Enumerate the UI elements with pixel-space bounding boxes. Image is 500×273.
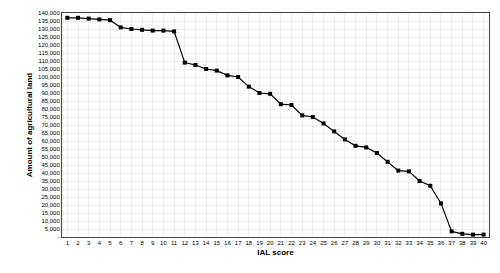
svg-text:8: 8 [140, 240, 144, 246]
svg-text:3: 3 [87, 240, 91, 246]
svg-text:20,000: 20,000 [41, 202, 60, 208]
svg-text:37: 37 [448, 240, 455, 246]
svg-text:7: 7 [130, 240, 134, 246]
svg-text:9: 9 [151, 240, 155, 246]
svg-text:2: 2 [76, 240, 80, 246]
svg-text:60,000: 60,000 [41, 138, 60, 144]
svg-text:15,000: 15,000 [41, 210, 60, 216]
svg-text:33: 33 [406, 240, 413, 246]
svg-text:-: - [58, 234, 60, 240]
svg-text:21: 21 [277, 240, 284, 246]
svg-text:10,000: 10,000 [41, 218, 60, 224]
svg-text:13: 13 [192, 240, 199, 246]
svg-text:25: 25 [320, 240, 327, 246]
svg-text:125,000: 125,000 [38, 34, 60, 40]
svg-text:24: 24 [310, 240, 317, 246]
svg-text:65,000: 65,000 [41, 130, 60, 136]
svg-text:1: 1 [66, 240, 70, 246]
svg-text:30: 30 [374, 240, 381, 246]
svg-text:110,000: 110,000 [39, 58, 61, 64]
svg-text:28: 28 [352, 240, 359, 246]
svg-text:10: 10 [160, 240, 167, 246]
svg-text:40: 40 [480, 240, 487, 246]
svg-text:36: 36 [438, 240, 445, 246]
svg-text:34: 34 [416, 240, 423, 246]
svg-text:70,000: 70,000 [41, 122, 60, 128]
svg-text:38: 38 [459, 240, 466, 246]
svg-text:140,000: 140,000 [38, 10, 60, 16]
svg-text:35: 35 [427, 240, 434, 246]
svg-text:16: 16 [224, 240, 231, 246]
svg-text:50,000: 50,000 [41, 154, 60, 160]
svg-text:19: 19 [256, 240, 263, 246]
svg-text:40,000: 40,000 [41, 170, 60, 176]
svg-text:11: 11 [171, 240, 178, 246]
svg-text:80,000: 80,000 [41, 106, 60, 112]
svg-text:4: 4 [98, 240, 102, 246]
svg-text:90,000: 90,000 [41, 90, 60, 96]
svg-text:30,000: 30,000 [41, 186, 60, 192]
svg-text:31: 31 [384, 240, 391, 246]
svg-text:95,000: 95,000 [41, 82, 60, 88]
svg-text:6: 6 [119, 240, 123, 246]
svg-text:25,000: 25,000 [41, 194, 60, 200]
svg-text:12: 12 [181, 240, 188, 246]
svg-text:29: 29 [363, 240, 370, 246]
svg-text:23: 23 [299, 240, 306, 246]
svg-text:135,000: 135,000 [38, 18, 60, 24]
svg-text:85,000: 85,000 [41, 98, 60, 104]
svg-text:20: 20 [267, 240, 274, 246]
svg-text:17: 17 [235, 240, 242, 246]
svg-text:100,000: 100,000 [38, 74, 60, 80]
svg-text:14: 14 [203, 240, 210, 246]
svg-text:130,000: 130,000 [38, 26, 60, 32]
svg-text:15: 15 [213, 240, 220, 246]
svg-text:35,000: 35,000 [41, 178, 60, 184]
svg-text:5: 5 [108, 240, 112, 246]
svg-text:18: 18 [245, 240, 252, 246]
svg-text:5,000: 5,000 [45, 226, 61, 232]
svg-text:105,000: 105,000 [38, 66, 60, 72]
svg-text:IAL score: IAL score [257, 248, 294, 257]
svg-text:27: 27 [342, 240, 349, 246]
svg-text:115,000: 115,000 [39, 50, 61, 56]
svg-text:26: 26 [331, 240, 338, 246]
svg-text:39: 39 [470, 240, 477, 246]
svg-text:55,000: 55,000 [41, 146, 60, 152]
svg-text:75,000: 75,000 [41, 114, 60, 120]
svg-text:22: 22 [288, 240, 295, 246]
svg-text:Amount of agricultural land: Amount of agricultural land [25, 73, 34, 178]
svg-text:120,000: 120,000 [38, 42, 60, 48]
svg-text:45,000: 45,000 [41, 162, 60, 168]
svg-text:32: 32 [395, 240, 402, 246]
